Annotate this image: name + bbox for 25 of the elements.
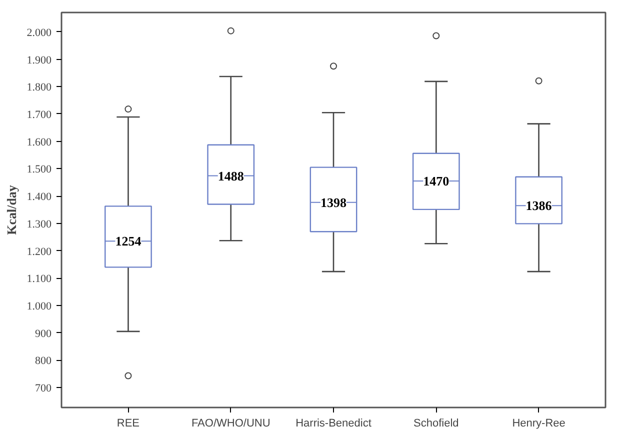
y-tick-label: 1.100 (26, 273, 52, 286)
y-tick-label: 700 (35, 382, 52, 395)
y-tick-label: 1.400 (26, 191, 52, 204)
y-tick-label: 1.600 (26, 136, 52, 148)
x-tick-label: Harris-Benedict (296, 418, 372, 430)
annotation: 1488 (218, 168, 244, 184)
annotation: 1470 (423, 174, 450, 189)
y-tick-label: 1.000 (26, 300, 52, 312)
annotation: 1398 (320, 194, 347, 210)
x-tick-label: Schofield (414, 418, 459, 430)
annotation: 1386 (526, 198, 552, 214)
x-tick-label: FAO/WHO/UNU (191, 418, 270, 430)
y-tick-label: 900 (35, 328, 52, 340)
x-tick-label: Henry-Ree (512, 418, 566, 430)
y-tick-label: 1.800 (26, 82, 52, 94)
annotation: 1254 (115, 234, 142, 249)
y-tick-label: 2.000 (26, 26, 52, 39)
y-axis-title: Kcal/day (4, 184, 19, 235)
y-tick-label: 1.200 (26, 246, 52, 258)
x-tick-label: REE (116, 418, 140, 430)
y-tick-label: 1.700 (26, 108, 52, 121)
y-tick-label: 1.500 (26, 164, 52, 176)
y-tick-label: 1.300 (26, 218, 52, 230)
y-tick-label: 800 (35, 355, 52, 368)
y-tick-label: 1.900 (26, 54, 52, 66)
